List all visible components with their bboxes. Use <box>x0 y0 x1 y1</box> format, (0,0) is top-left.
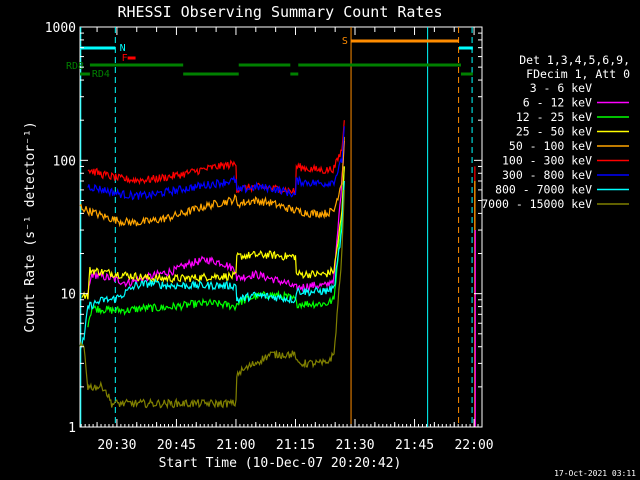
y-tick-label: 1 <box>68 421 76 436</box>
x-tick-label: 20:45 <box>157 438 196 453</box>
x-tick-label: 21:30 <box>335 438 374 453</box>
legend-label: 300 - 800 keV <box>502 168 592 182</box>
y-tick-label: 1000 <box>45 21 76 36</box>
legend-label: 800 - 7000 keV <box>495 183 592 197</box>
timestamp: 17-Oct-2021 03:11 <box>554 469 636 478</box>
legend-header-1: Det 1,3,4,5,6,9, <box>519 53 630 67</box>
series-line-1 <box>87 140 345 296</box>
legend-label: 3 - 6 keV <box>530 81 592 95</box>
x-tick-label: 21:00 <box>216 438 255 453</box>
y-tick-label: 100 <box>53 154 76 169</box>
legend-label: 50 - 100 keV <box>509 139 592 153</box>
series-line-7 <box>79 180 345 350</box>
x-axis-label: Start Time (10-Dec-07 20:20:42) <box>159 456 402 471</box>
series-line-3 <box>81 166 345 300</box>
flag-bars: NF S RD8 RD4 <box>66 36 473 80</box>
plot-frame <box>79 26 483 428</box>
series-line-8 <box>79 189 345 410</box>
y-axis-ticks: 1 10 100 1000 <box>45 21 482 436</box>
legend-label: 12 - 25 keV <box>516 110 592 124</box>
x-tick-label: 20:30 <box>97 438 136 453</box>
y-tick-label: 10 <box>60 288 76 303</box>
legend-label: 100 - 300 keV <box>502 154 592 168</box>
flag-label-rd8: RD8 <box>66 61 84 72</box>
flag-label-n: N <box>120 43 126 54</box>
legend-label: 25 - 50 keV <box>516 125 592 139</box>
x-tick-label: 22:00 <box>454 438 493 453</box>
series-line-6 <box>87 126 345 201</box>
flag-label-rd4: RD4 <box>92 69 110 80</box>
series-line-4 <box>79 136 345 228</box>
flag-label-s: S <box>342 36 348 47</box>
flag-label-f: F <box>122 53 128 64</box>
series-line-2 <box>87 166 345 328</box>
series-layer <box>79 120 476 427</box>
series-line-5 <box>87 120 345 196</box>
series-line-0 <box>115 133 345 379</box>
x-axis-ticks: 20:30 20:45 21:00 21:15 21:30 21:45 22:00 <box>80 27 494 453</box>
x-tick-label: 21:45 <box>395 438 434 453</box>
chart-title: RHESSI Observing Summary Count Rates <box>117 3 442 21</box>
legend-header-2: FDecim 1, Att 0 <box>526 67 630 81</box>
x-tick-label: 21:15 <box>276 438 315 453</box>
y-axis-label: Count Rate (s⁻¹ detector⁻¹) <box>23 121 38 332</box>
legend-label: 7000 - 15000 keV <box>481 197 592 211</box>
vertical-marker-lines <box>80 27 473 427</box>
legend-label: 6 - 12 keV <box>523 96 592 110</box>
